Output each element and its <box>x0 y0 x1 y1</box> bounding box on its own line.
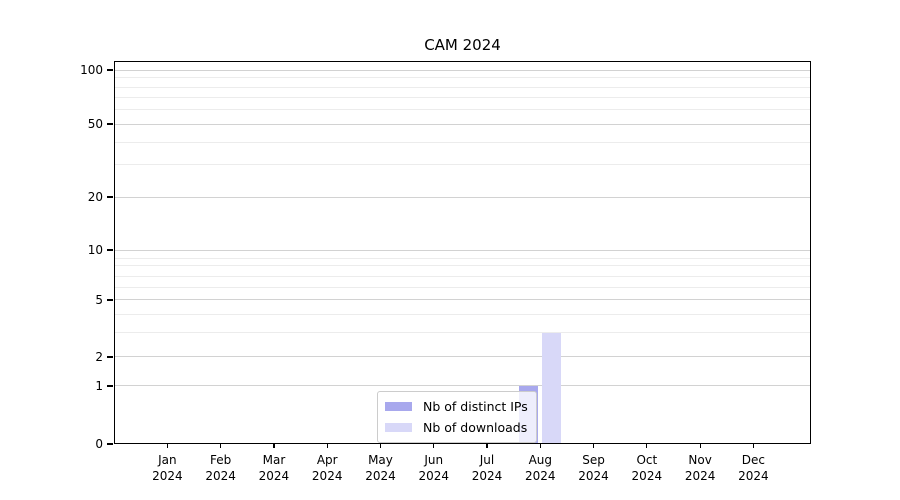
y-tick-mark <box>107 249 113 251</box>
x-tick-line: 2024 <box>578 469 609 483</box>
major-gridline <box>114 69 811 71</box>
x-tick-mark <box>379 444 382 448</box>
x-tick-line: 2024 <box>418 469 450 483</box>
x-tick-line: Apr <box>316 453 338 467</box>
minor-gridline <box>114 77 811 78</box>
x-tick-mark <box>699 444 701 448</box>
x-tick-line: Jun <box>424 453 444 467</box>
x-tick-line: Jan <box>158 453 177 467</box>
major-gridline <box>114 249 811 251</box>
x-tick-mark <box>592 444 595 448</box>
y-tick-label: 1 <box>95 378 103 393</box>
x-tick-line: 2024 <box>471 469 503 483</box>
y-tick-mark <box>107 123 113 125</box>
y-tick-mark <box>107 196 113 198</box>
legend-label: Nb of downloads <box>423 420 528 435</box>
x-tick-line: Oct <box>636 453 658 467</box>
x-tick-line: 2024 <box>684 469 716 483</box>
minor-gridline <box>114 275 811 277</box>
x-tick-line: Jul <box>479 453 495 467</box>
legend-label: Nb of distinct IPs <box>423 399 528 414</box>
x-tick-line: Dec <box>741 453 765 467</box>
y-tick-label: 20 <box>87 190 103 204</box>
minor-gridline <box>114 97 811 99</box>
major-gridline <box>114 196 811 198</box>
minor-gridline <box>114 265 811 267</box>
y-tick-label: 100 <box>80 63 103 77</box>
major-gridline <box>114 299 811 301</box>
x-tick-label: Nov 2024 <box>668 452 732 484</box>
x-tick-label: Aug 2024 <box>508 452 572 484</box>
legend-row: Nb of distinct IPs <box>385 398 528 415</box>
x-tick-line: 2024 <box>631 469 663 483</box>
y-tick-mark <box>107 69 113 71</box>
minor-gridline <box>114 286 811 288</box>
minor-gridline <box>114 332 811 333</box>
x-tick-line: 2024 <box>258 469 290 483</box>
y-tick-label: 50 <box>87 117 103 131</box>
legend: Nb of distinct IPs Nb of downloads <box>377 391 537 443</box>
y-tick-mark <box>107 356 113 358</box>
x-tick-label: Feb 2024 <box>189 452 253 484</box>
minor-gridline <box>114 164 811 166</box>
x-tick-label: Apr 2024 <box>295 452 359 484</box>
x-tick-line: 2024 <box>311 469 343 483</box>
x-tick-line: Feb <box>210 453 232 467</box>
x-tick-line: May <box>368 453 393 467</box>
x-tick-mark <box>220 444 222 448</box>
x-tick-mark <box>273 444 275 448</box>
x-tick-mark <box>166 444 168 448</box>
x-tick-label: Mar 2024 <box>242 452 306 484</box>
y-tick-mark <box>107 385 113 387</box>
y-tick-label: 5 <box>95 292 103 307</box>
minor-gridline <box>114 141 811 143</box>
minor-gridline <box>114 314 811 315</box>
chart-title: CAM 2024 <box>424 36 501 54</box>
bar-downloads <box>542 332 562 444</box>
x-tick-line: Mar <box>262 453 286 467</box>
legend-row: Nb of downloads <box>385 419 528 436</box>
major-gridline <box>114 123 811 125</box>
plot-area: Nb of distinct IPs Nb of downloads <box>114 61 811 444</box>
major-gridline <box>114 385 811 387</box>
x-tick-label: Oct 2024 <box>615 452 679 484</box>
x-tick-mark <box>539 444 541 448</box>
legend-swatch <box>385 423 412 432</box>
x-tick-line: Nov <box>688 453 712 467</box>
x-tick-label: Jan 2024 <box>135 452 199 484</box>
x-tick-line: 2024 <box>738 469 769 483</box>
x-tick-line: Sep <box>582 453 605 467</box>
x-tick-label: May 2024 <box>348 452 412 484</box>
y-tick-label: 0 <box>95 437 103 451</box>
x-tick-label: Dec 2024 <box>721 452 785 484</box>
major-gridline <box>114 356 811 358</box>
minor-gridline <box>114 87 811 88</box>
x-tick-mark <box>486 444 488 448</box>
y-tick-mark <box>107 443 113 445</box>
x-tick-line: 2024 <box>365 469 396 483</box>
x-tick-label: Jun 2024 <box>402 452 466 484</box>
x-tick-mark <box>326 444 328 448</box>
minor-gridline <box>114 257 811 259</box>
minor-gridline <box>114 109 811 111</box>
x-tick-line: 2024 <box>525 469 556 483</box>
x-tick-label: Jul 2024 <box>455 452 519 484</box>
y-tick-mark <box>107 299 113 301</box>
y-tick-label: 10 <box>87 243 103 257</box>
x-tick-mark <box>433 444 435 448</box>
x-tick-mark <box>646 444 648 448</box>
x-tick-line: 2024 <box>205 469 236 483</box>
x-tick-line: 2024 <box>152 469 183 483</box>
y-tick-label: 2 <box>95 349 103 364</box>
x-tick-label: Sep 2024 <box>562 452 626 484</box>
x-tick-line: Aug <box>528 453 552 467</box>
legend-swatch <box>385 402 412 411</box>
x-tick-mark <box>752 444 754 448</box>
